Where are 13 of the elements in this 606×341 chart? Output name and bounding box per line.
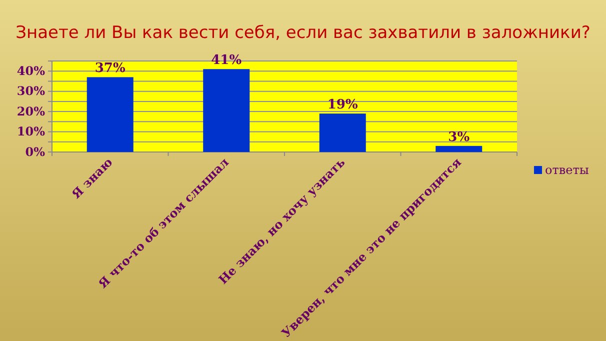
chart-title: Знаете ли Вы как вести себя, если вас захватили в заложники? bbox=[16, 23, 590, 43]
data-label: 19% bbox=[327, 98, 358, 113]
y-tick-label: 0% bbox=[25, 144, 46, 159]
bar bbox=[436, 146, 482, 152]
y-tick-label: 30% bbox=[16, 84, 46, 98]
bar bbox=[203, 69, 250, 152]
legend-label: ответы bbox=[545, 163, 590, 177]
y-tick-label: 20% bbox=[16, 104, 46, 118]
data-label: 3% bbox=[448, 130, 470, 145]
y-tick-label: 10% bbox=[16, 124, 46, 139]
y-tick-label: 40% bbox=[16, 64, 46, 78]
bar bbox=[319, 114, 366, 152]
bar bbox=[86, 77, 134, 152]
